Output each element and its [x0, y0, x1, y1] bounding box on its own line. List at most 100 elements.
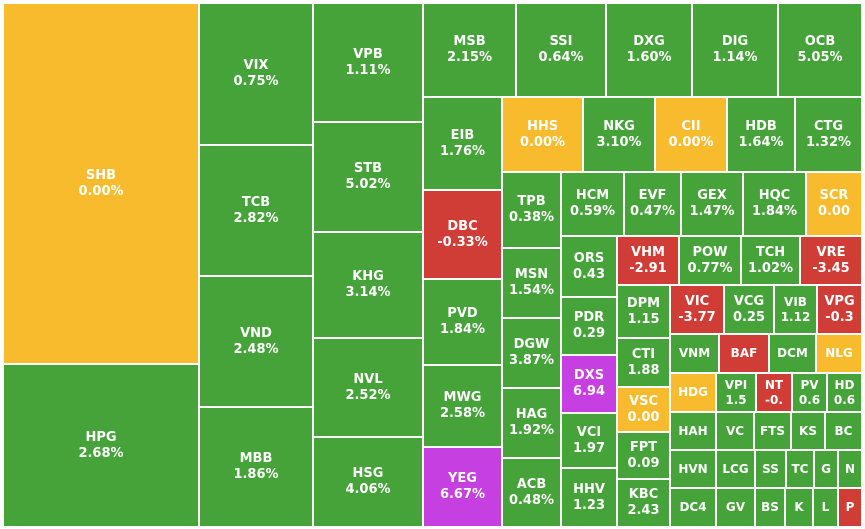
tile-mwg[interactable]: MWG 2.58% [423, 365, 502, 447]
tile-bs[interactable]: BS [755, 488, 785, 527]
tile-ticker: HHS [526, 118, 559, 134]
tile-dxs[interactable]: DXS 6.94 [561, 355, 617, 413]
tile-vnd[interactable]: VND 2.48% [199, 276, 313, 407]
tile-nlg[interactable]: NLG [816, 334, 862, 373]
tile-vcg[interactable]: VCG 0.25 [724, 285, 774, 334]
tile-ticker: GV [725, 500, 746, 515]
tile-hcm[interactable]: HCM 0.59% [561, 172, 624, 236]
tile-shb[interactable]: SHB 0.00% [3, 3, 199, 364]
tile-vic[interactable]: VIC -3.77 [670, 285, 724, 334]
tile-ticker: HCM [575, 188, 610, 204]
tile-ss[interactable]: SS [755, 450, 786, 488]
tile-fpt[interactable]: FPT 0.09 [617, 432, 670, 479]
tile-baf[interactable]: BAF [719, 334, 769, 373]
tile-nt[interactable]: NT -0. [756, 373, 792, 412]
tile-ticker: FPT [629, 439, 658, 455]
tile-hd[interactable]: HD 0.6 [827, 373, 862, 412]
tile-vpg[interactable]: VPG -0.3 [817, 285, 862, 334]
tile-hag[interactable]: HAG 1.92% [502, 388, 561, 458]
tile-vsc[interactable]: VSC 0.00 [617, 387, 670, 432]
tile-nkg[interactable]: NKG 3.10% [583, 97, 655, 172]
tile-ors[interactable]: ORS 0.43 [561, 236, 617, 297]
tile-tc[interactable]: TC [786, 450, 814, 488]
tile-dcm[interactable]: DCM [769, 334, 816, 373]
tile-ks[interactable]: KS [791, 412, 825, 450]
tile-dxg[interactable]: DXG 1.60% [606, 3, 692, 97]
tile-dgw[interactable]: DGW 3.87% [502, 318, 561, 388]
tile-pvd[interactable]: PVD 1.84% [423, 279, 502, 365]
tile-ticker: YEG [448, 471, 477, 487]
tile-hhv[interactable]: HHV 1.23 [561, 468, 617, 527]
tile-msb[interactable]: MSB 2.15% [423, 3, 516, 97]
tile-gv[interactable]: GV [716, 488, 755, 527]
tile-vre[interactable]: VRE -3.45 [800, 236, 862, 285]
tile-change: 1.23 [572, 497, 606, 513]
tile-hpg[interactable]: HPG 2.68% [3, 364, 199, 527]
tile-k[interactable]: K [785, 488, 813, 527]
tile-change: 6.94 [572, 384, 606, 399]
tile-pv[interactable]: PV 0.6 [792, 373, 827, 412]
tile-hhs[interactable]: HHS 0.00% [502, 97, 583, 172]
tile-tcb[interactable]: TCB 2.82% [199, 145, 313, 276]
tile-p[interactable]: P [838, 488, 862, 527]
tile-change: 1.54% [508, 283, 555, 298]
tile-l[interactable]: L [813, 488, 838, 527]
tile-scr[interactable]: SCR 0.00 [806, 172, 862, 236]
tile-cii[interactable]: CII 0.00% [655, 97, 727, 172]
tile-dc4[interactable]: DC4 [670, 488, 716, 527]
tile-hsg[interactable]: HSG 4.06% [313, 437, 423, 527]
tile-change: 0.43 [572, 266, 606, 282]
tile-lcg[interactable]: LCG [716, 450, 755, 488]
tile-ticker: MBB [239, 451, 273, 467]
tile-ocb[interactable]: OCB 5.05% [778, 3, 862, 97]
tile-tpb[interactable]: TPB 0.38% [502, 172, 561, 248]
tile-vhm[interactable]: VHM -2.91 [617, 236, 679, 285]
tile-mbb[interactable]: MBB 1.86% [199, 407, 313, 527]
tile-vpb[interactable]: VPB 1.11% [313, 3, 423, 122]
tile-dbc[interactable]: DBC -0.33% [423, 190, 502, 279]
tile-ssi[interactable]: SSI 0.64% [516, 3, 606, 97]
tile-vci[interactable]: VCI 1.97 [561, 413, 617, 468]
tile-hdb[interactable]: HDB 1.64% [727, 97, 795, 172]
tile-change: 0.47% [629, 204, 676, 219]
tile-stb[interactable]: STB 5.02% [313, 122, 423, 232]
tile-bc[interactable]: BC [825, 412, 862, 450]
tile-vib[interactable]: VIB 1.12 [774, 285, 817, 334]
tile-evf[interactable]: EVF 0.47% [624, 172, 681, 236]
tile-ticker: POW [692, 244, 728, 260]
tile-dpm[interactable]: DPM 1.15 [617, 285, 670, 338]
tile-ticker: HDG [678, 385, 708, 400]
tile-dig[interactable]: DIG 1.14% [692, 3, 778, 97]
tile-eib[interactable]: EIB 1.76% [423, 97, 502, 190]
tile-hvn[interactable]: HVN [670, 450, 716, 488]
tile-change: 2.58% [439, 406, 486, 421]
tile-hah[interactable]: HAH [670, 412, 716, 450]
tile-vix[interactable]: VIX 0.75% [199, 3, 313, 145]
tile-vpi[interactable]: VPI 1.5 [716, 373, 756, 412]
tile-g[interactable]: G [814, 450, 838, 488]
tile-kbc[interactable]: KBC 2.43 [617, 479, 670, 527]
tile-pow[interactable]: POW 0.77% [679, 236, 741, 285]
tile-change: 0.64% [538, 50, 584, 65]
tile-gex[interactable]: GEX 1.47% [681, 172, 743, 236]
tile-change: 5.05% [797, 50, 843, 65]
tile-hqc[interactable]: HQC 1.84% [743, 172, 806, 236]
tile-change: 1.60% [626, 50, 672, 65]
tile-pdr[interactable]: PDR 0.29 [561, 297, 617, 355]
tile-vc[interactable]: VC [716, 412, 754, 450]
tile-n[interactable]: N [838, 450, 862, 488]
tile-cti[interactable]: CTI 1.88 [617, 338, 670, 387]
tile-acb[interactable]: ACB 0.48% [502, 458, 561, 527]
tile-vnm[interactable]: VNM [670, 334, 719, 373]
tile-khg[interactable]: KHG 3.14% [313, 232, 423, 338]
tile-msn[interactable]: MSN 1.54% [502, 248, 561, 318]
tile-yeg[interactable]: YEG 6.67% [423, 447, 502, 527]
tile-ticker: DGW [513, 337, 550, 353]
tile-nvl[interactable]: NVL 2.52% [313, 338, 423, 437]
tile-hdg[interactable]: HDG [670, 373, 716, 412]
tile-fts[interactable]: FTS [754, 412, 791, 450]
tile-tch[interactable]: TCH 1.02% [741, 236, 800, 285]
tile-ticker: HD [834, 378, 855, 393]
tile-ctg[interactable]: CTG 1.32% [795, 97, 862, 172]
tile-change: 3.14% [345, 285, 391, 300]
